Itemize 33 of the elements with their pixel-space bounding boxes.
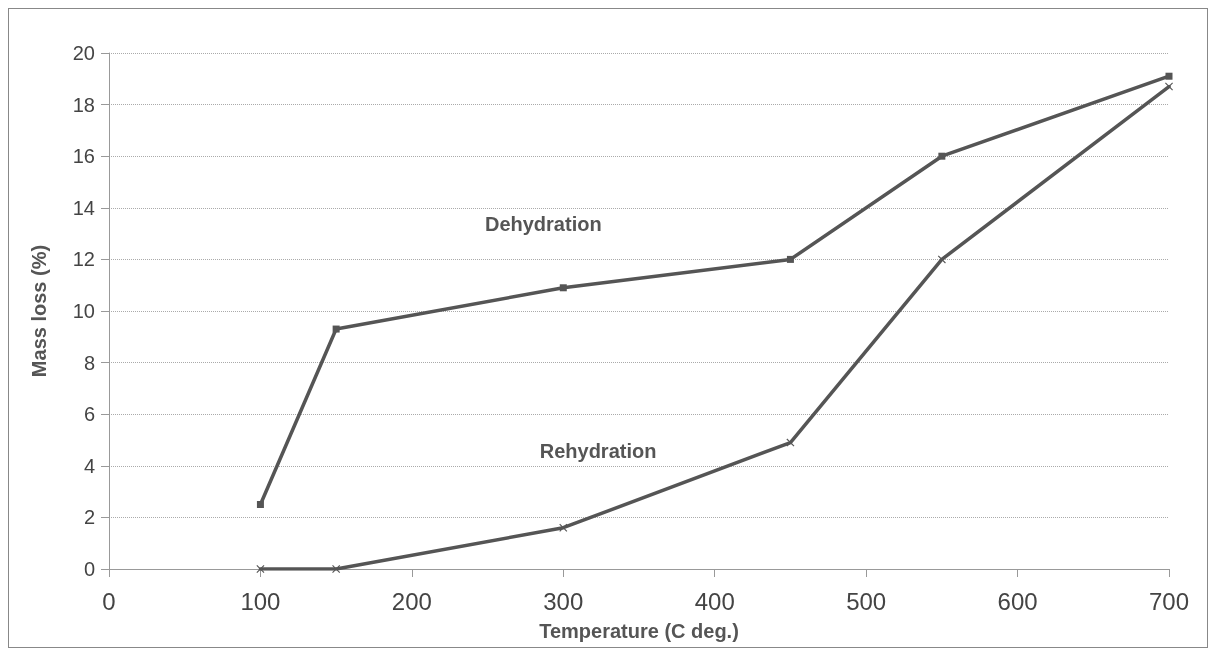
y-tick-label: 8 — [83, 351, 95, 374]
point — [786, 255, 794, 263]
x-tick-label: 500 — [846, 587, 887, 615]
y-tick-label: 18 — [72, 93, 95, 116]
point — [938, 152, 946, 160]
y-tick-label: 16 — [72, 145, 95, 168]
text: Dehydration — [484, 213, 602, 236]
x-tick-label: 100 — [240, 587, 281, 615]
x-tick-label: 300 — [543, 587, 584, 615]
x-tick-label: 700 — [1148, 587, 1190, 615]
y-axis-title: Mass loss (%) — [28, 244, 50, 378]
point — [332, 325, 340, 333]
y-tick-label: 2 — [83, 506, 95, 529]
y-tick-label: 4 — [83, 454, 95, 477]
x-axis-title: Temperature (C deg.) — [539, 620, 739, 642]
x-tick-label: 400 — [694, 587, 735, 615]
y-tick-label: 10 — [72, 300, 95, 322]
point — [256, 501, 264, 508]
x-tick-label: 600 — [997, 587, 1038, 615]
series-label: Rehydration — [539, 439, 657, 462]
point — [937, 255, 946, 264]
y-tick-label: 14 — [72, 196, 95, 219]
point — [559, 523, 568, 532]
x-tick-label: 200 — [391, 587, 432, 615]
point — [1165, 82, 1173, 91]
x-tick-label: 0 — [102, 587, 116, 615]
point — [559, 284, 567, 292]
y-tick-label: 0 — [83, 558, 95, 580]
y-tick-label: 20 — [72, 42, 95, 64]
y-tick-label: 12 — [72, 248, 95, 271]
point — [256, 565, 265, 573]
y-tick-label: 6 — [83, 403, 95, 426]
point — [1165, 72, 1173, 80]
